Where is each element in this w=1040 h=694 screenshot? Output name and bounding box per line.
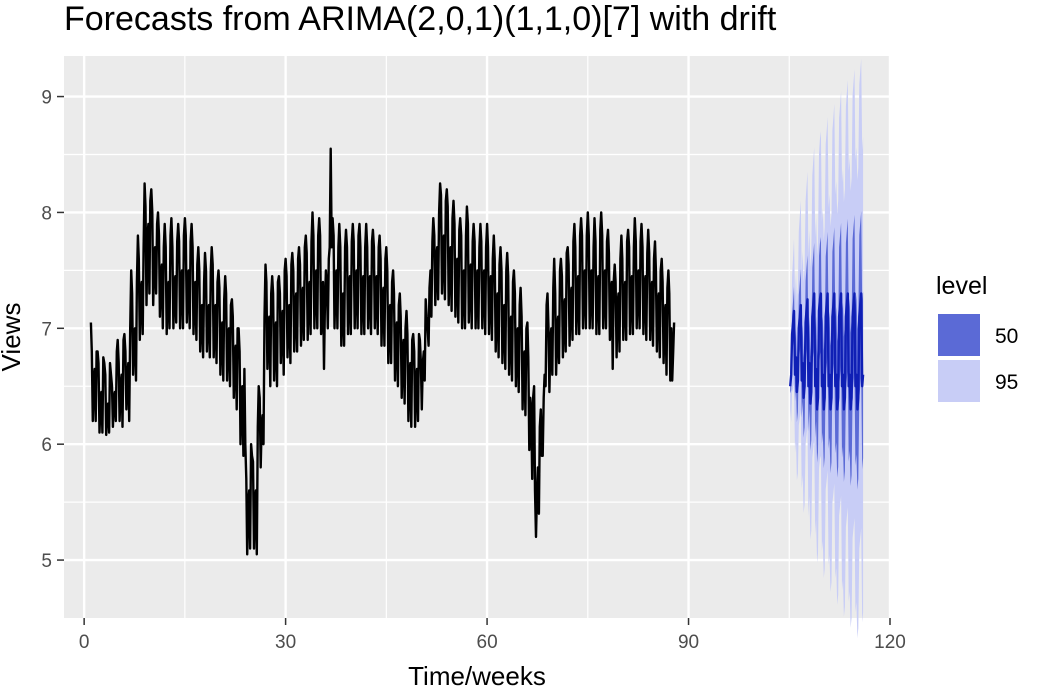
x-tick-label: 30	[275, 632, 296, 653]
plot-panel	[64, 56, 890, 618]
x-tick-label: 0	[79, 632, 90, 653]
x-axis-label: Time/weeks	[408, 661, 546, 691]
prediction-intervals	[790, 58, 864, 639]
series-lines	[89, 147, 865, 556]
pi50-band	[790, 211, 864, 490]
y-tick-label: 5	[41, 551, 52, 572]
legend-swatch	[938, 314, 980, 356]
y-tick-label: 8	[41, 203, 52, 224]
grid-lines	[64, 56, 892, 618]
chart-title: Forecasts from ARIMA(2,0,1)(1,1,0)[7] wi…	[64, 0, 777, 38]
legend: level 50 95	[936, 272, 1018, 402]
y-tick-label: 6	[41, 435, 52, 456]
legend-swatch	[938, 360, 980, 402]
history-line	[89, 147, 676, 556]
x-tick-label: 90	[678, 632, 699, 653]
y-tick-label: 7	[41, 319, 52, 340]
y-axis-label: Views	[0, 303, 26, 372]
x-tick-label: 120	[874, 632, 906, 653]
legend-label: 50	[995, 325, 1018, 348]
y-tick-label: 9	[41, 88, 52, 109]
x-tick-label: 60	[477, 632, 498, 653]
legend-label: 95	[995, 371, 1018, 394]
axis-ticks: 0 30 60 90 120 5 6 7 8 9	[41, 88, 905, 653]
forecast-mean-line	[789, 292, 865, 411]
legend-title: level	[936, 272, 987, 300]
